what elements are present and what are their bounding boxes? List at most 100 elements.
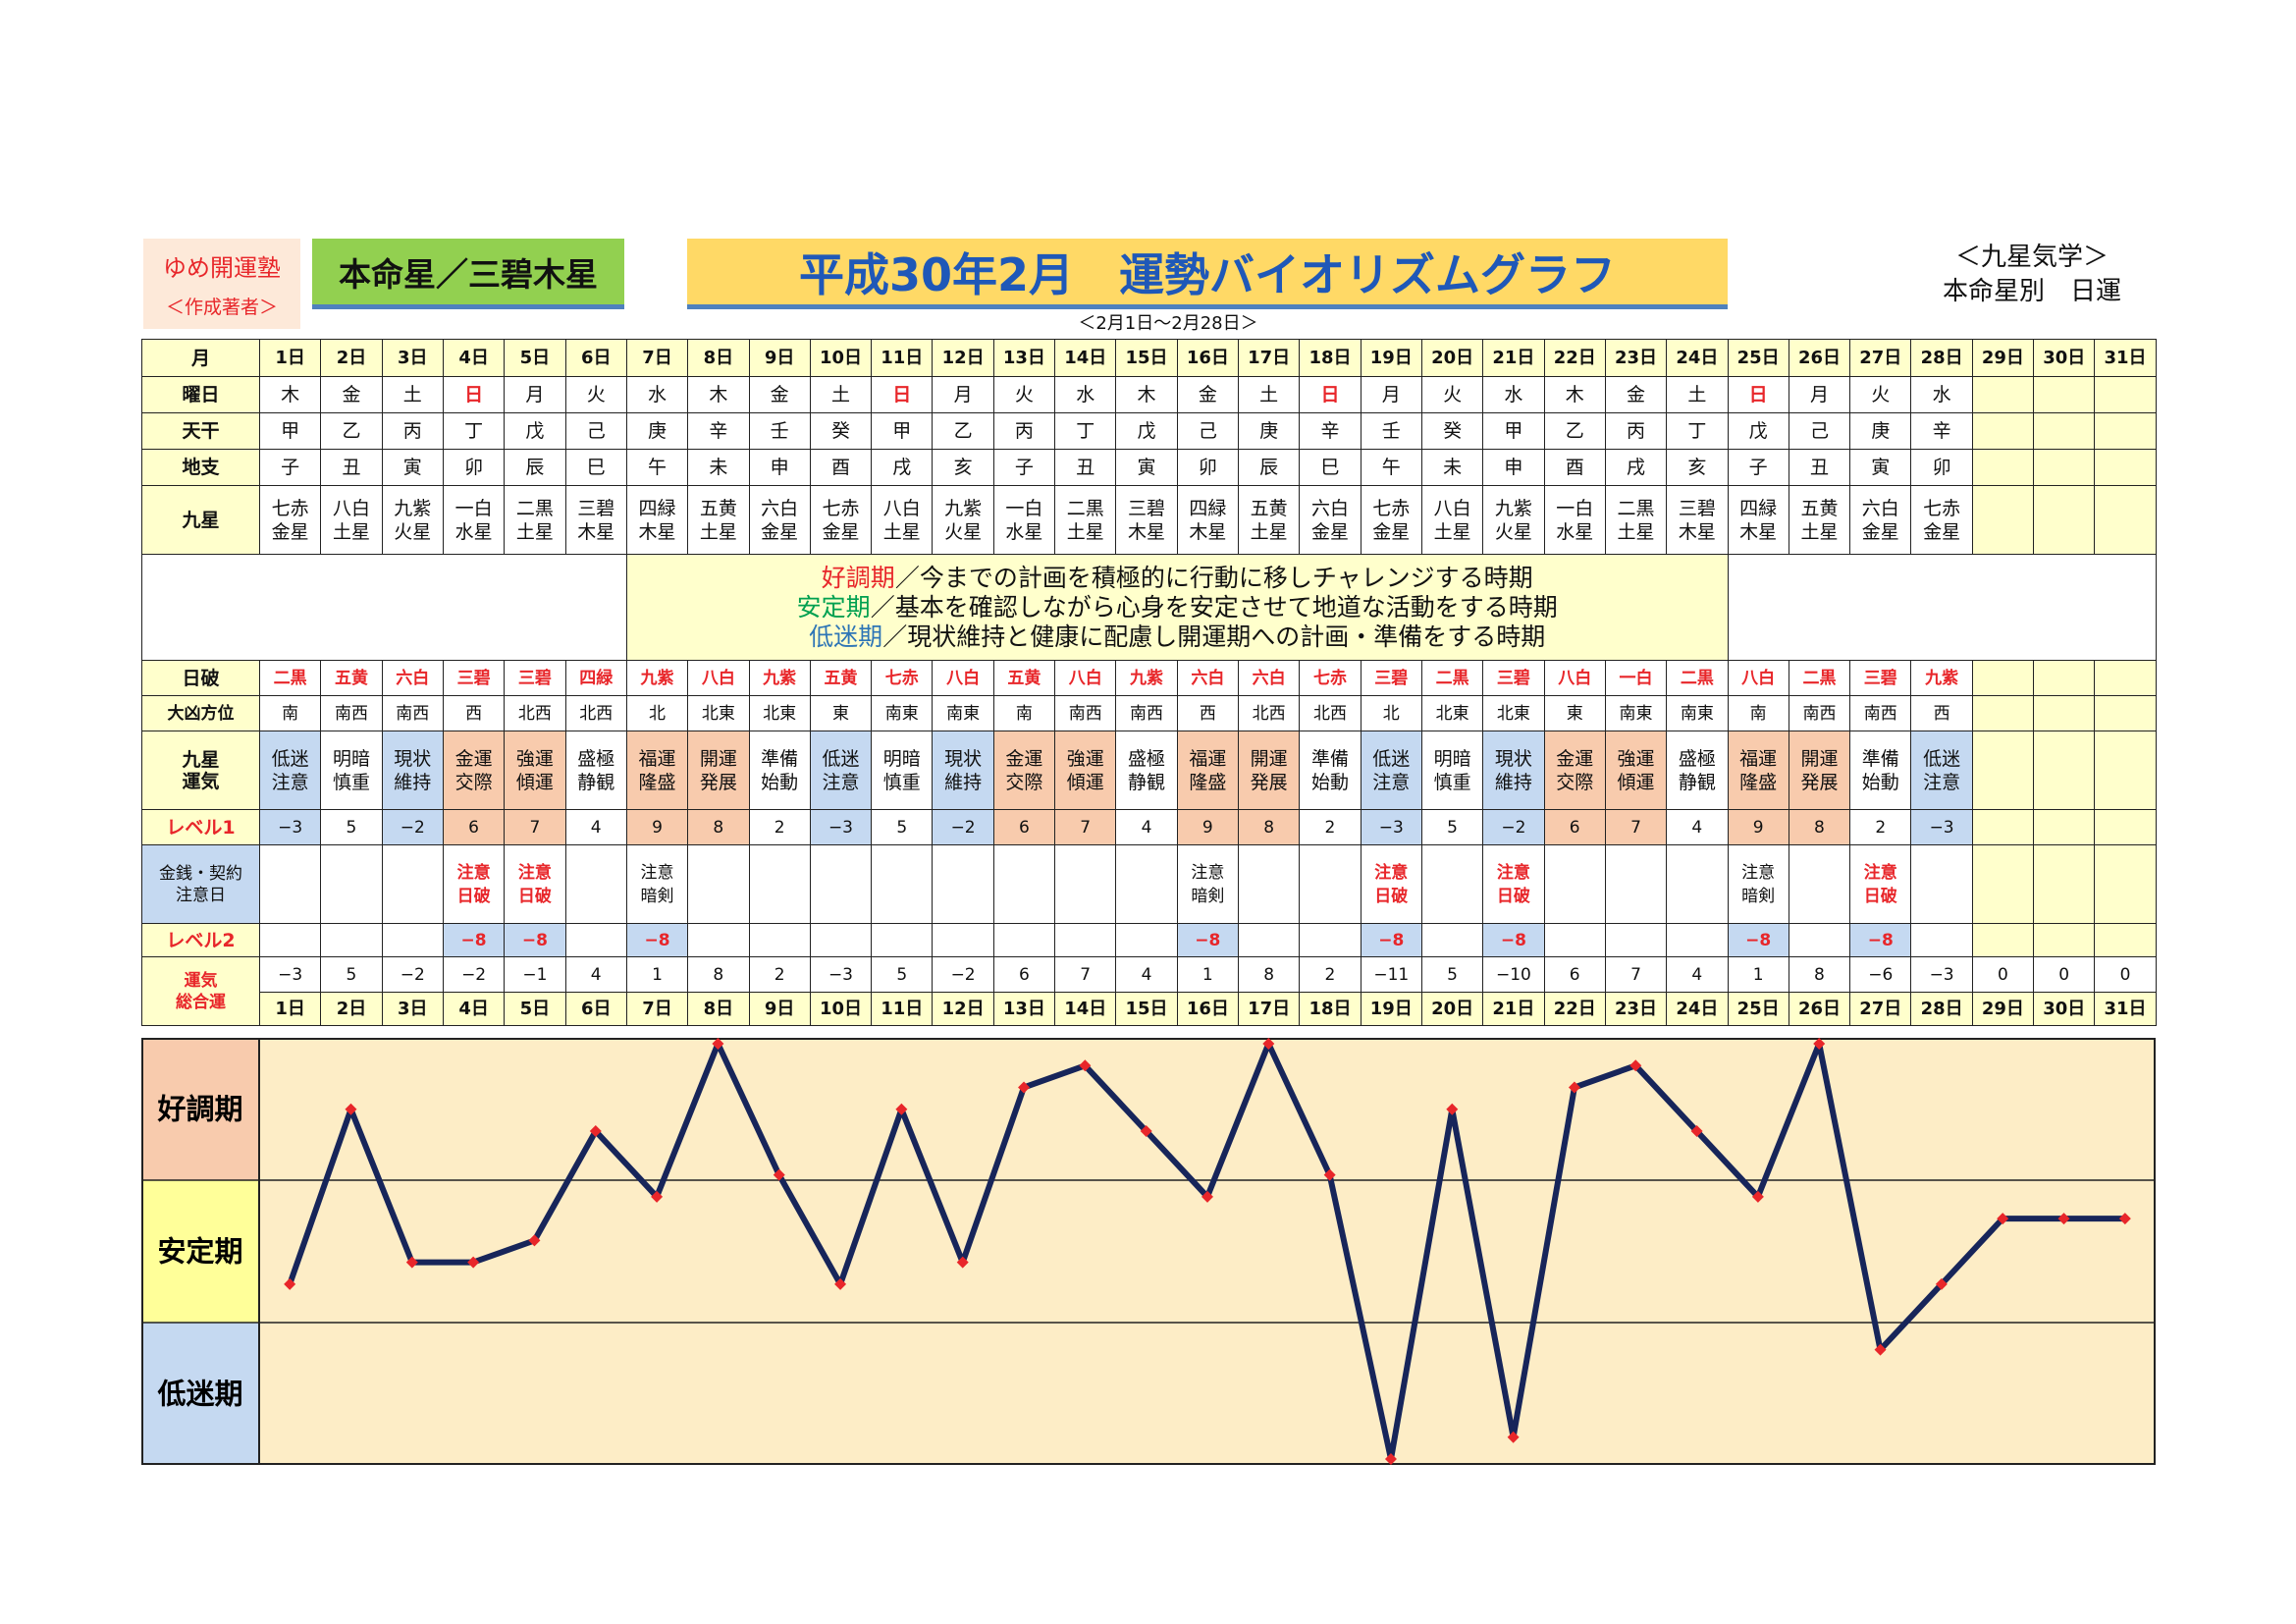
tenkan-cell: 庚 xyxy=(1849,412,1912,450)
total-cell: −2 xyxy=(381,956,444,993)
day-header: 9日 xyxy=(748,339,811,377)
kusei-cell: 一白 水星 xyxy=(1543,485,1606,555)
chishi-cell: 丑 xyxy=(1054,449,1117,486)
nippa-cell: 三碧 xyxy=(504,660,566,696)
daikyo-cell: 北東 xyxy=(748,695,811,731)
kusei-cell: 三碧 木星 xyxy=(1666,485,1729,555)
tenkan-cell: 辛 xyxy=(687,412,750,450)
day-header: 14日 xyxy=(1054,339,1117,377)
legend-text-1: ／基本を確認しながら心身を安定させて地道な活動をする時期 xyxy=(870,592,1558,622)
day-header: 24日 xyxy=(1666,339,1729,377)
level2-cell xyxy=(564,923,627,957)
nippa-cell: 五黄 xyxy=(320,660,383,696)
money-cell: 注意 暗剣 xyxy=(1727,844,1789,924)
daikyo-cell: 南 xyxy=(1727,695,1789,731)
unki-cell xyxy=(2033,731,2096,810)
data-point xyxy=(2057,1213,2070,1225)
money-cell xyxy=(258,844,322,924)
level2-cell: −8 xyxy=(1360,923,1422,957)
money-cell xyxy=(1543,844,1606,924)
day-footer: 6日 xyxy=(564,992,627,1026)
nippa-cell: 三碧 xyxy=(1849,660,1912,696)
chishi-cell: 卯 xyxy=(1910,449,1973,486)
money-cell: 注意 暗剣 xyxy=(625,844,689,924)
nippa-cell: 九紫 xyxy=(625,660,689,696)
chishi-cell: 寅 xyxy=(381,449,444,486)
data-point xyxy=(651,1190,664,1203)
day-header: 31日 xyxy=(2094,339,2157,377)
data-point xyxy=(895,1103,908,1115)
weekday-cell: 木 xyxy=(687,376,750,413)
total-cell: 4 xyxy=(1666,956,1729,993)
chishi-cell: 申 xyxy=(748,449,811,486)
tenkan-cell: 甲 xyxy=(1482,412,1545,450)
day-header: 19日 xyxy=(1360,339,1422,377)
kusei-cell: 三碧 木星 xyxy=(564,485,627,555)
chishi-cell: 子 xyxy=(258,449,322,486)
chishi-cell: 卯 xyxy=(442,449,506,486)
day-footer: 10日 xyxy=(809,992,873,1026)
total-cell: 8 xyxy=(1237,956,1301,993)
kusei-cell: 七赤 金星 xyxy=(809,485,873,555)
money-cell xyxy=(1115,844,1178,924)
daikyo-cell: 西 xyxy=(1910,695,1973,731)
unki-cell: 開運 発展 xyxy=(1237,731,1301,810)
level1-cell: −2 xyxy=(932,809,994,845)
day-header: 28日 xyxy=(1910,339,1973,377)
unki-cell: 準備 始動 xyxy=(748,731,811,810)
tenkan-cell: 壬 xyxy=(748,412,811,450)
day-footer: 26日 xyxy=(1788,992,1851,1026)
weekday-cell: 木 xyxy=(258,376,322,413)
weekday-cell xyxy=(1971,376,2035,413)
day-header: 22日 xyxy=(1543,339,1606,377)
daikyo-cell: 南東 xyxy=(1604,695,1668,731)
day-footer: 27日 xyxy=(1849,992,1912,1026)
weekday-cell: 月 xyxy=(504,376,566,413)
kusei-cell: 七赤 金星 xyxy=(1360,485,1422,555)
level2-cell: −8 xyxy=(504,923,566,957)
day-footer: 22日 xyxy=(1543,992,1606,1026)
data-point xyxy=(1629,1059,1642,1072)
weekday-cell: 金 xyxy=(1604,376,1668,413)
data-point xyxy=(1935,1277,1948,1290)
tenkan-cell: 辛 xyxy=(1299,412,1362,450)
band-label-bg-0 xyxy=(141,1038,259,1180)
tenkan-cell: 丙 xyxy=(992,412,1056,450)
nippa-cell xyxy=(2094,660,2157,696)
weekday-cell: 月 xyxy=(1360,376,1422,413)
data-point xyxy=(1813,1038,1826,1050)
level1-cell: −3 xyxy=(1910,809,1973,845)
tenkan-cell: 乙 xyxy=(932,412,994,450)
daikyo-cell: 南西 xyxy=(381,695,444,731)
kusei-cell: 一白 水星 xyxy=(442,485,506,555)
tenkan-cell: 癸 xyxy=(1420,412,1484,450)
weekday-cell: 木 xyxy=(1115,376,1178,413)
total-cell: 7 xyxy=(1054,956,1117,993)
day-header: 3日 xyxy=(381,339,444,377)
weekday-cell: 水 xyxy=(1054,376,1117,413)
money-cell xyxy=(1910,844,1973,924)
weekday-cell: 水 xyxy=(625,376,689,413)
money-cell xyxy=(1971,844,2035,924)
nippa-cell: 三碧 xyxy=(1482,660,1545,696)
unki-cell: 福運 隆盛 xyxy=(1727,731,1789,810)
day-footer: 13日 xyxy=(992,992,1056,1026)
kusei-cell: 四緑 木星 xyxy=(1176,485,1240,555)
data-point xyxy=(1201,1190,1213,1203)
tenkan-cell: 丁 xyxy=(1666,412,1729,450)
day-footer: 21日 xyxy=(1482,992,1545,1026)
chishi-cell: 巳 xyxy=(1299,449,1362,486)
kusei-cell: 四緑 木星 xyxy=(1727,485,1789,555)
day-header: 25日 xyxy=(1727,339,1789,377)
kusei-cell: 六白 金星 xyxy=(1849,485,1912,555)
tenkan-cell: 庚 xyxy=(1237,412,1301,450)
total-cell: 8 xyxy=(1788,956,1851,993)
chishi-cell: 未 xyxy=(687,449,750,486)
data-point xyxy=(1018,1081,1031,1094)
day-footer: 9日 xyxy=(748,992,811,1026)
unki-cell: 金運 交際 xyxy=(1543,731,1606,810)
total-cell: −2 xyxy=(442,956,506,993)
legend-term-2: 低迷期 xyxy=(809,622,883,651)
unki-cell: 金運 交際 xyxy=(442,731,506,810)
data-point xyxy=(1568,1081,1580,1094)
